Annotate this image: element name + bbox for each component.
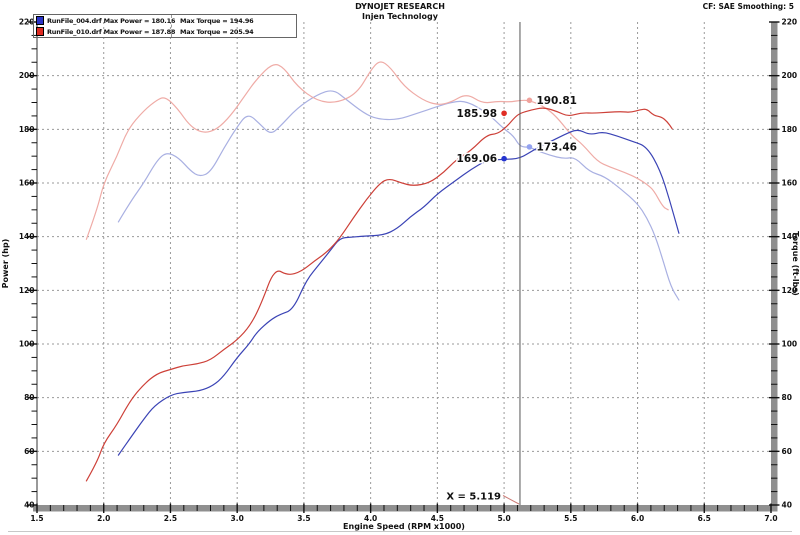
legend-swatch-blue [36,16,44,25]
x-axis-tick-label: 3.5 [297,514,310,523]
y-axis-tick-label-left: 80 [24,393,34,402]
chart-subtitle: Injen Technology [362,12,438,21]
y-axis-tick-label-right: 120 [782,286,798,295]
y-axis-tick-label-left: 40 [24,501,34,510]
runfile-010-power-curve [85,107,673,482]
cursor-label-pointer [502,495,520,505]
y-axis-tick-label-left: 220 [19,18,35,27]
runfile-004-torque-curve [117,90,680,301]
cursor-marker-label: 185.98 [457,108,498,120]
y-axis-tick-label-left: 60 [24,447,34,456]
y-axis-tick-label-right: 60 [782,447,792,456]
y-axis-tick-label-right: 80 [782,393,792,402]
y-axis-tick-label-left: 140 [19,232,35,241]
y-axis-title-left: Power (hp) [1,239,10,289]
runfile-010-torque-curve [85,61,669,240]
correction-note: CF: SAE Smoothing: 5 [702,2,794,11]
x-axis-tick-label: 2.5 [164,514,177,523]
right-axis-bar [771,22,778,512]
y-axis-tick-label-right: 180 [782,125,798,134]
y-axis-tick-label-left: 160 [19,179,35,188]
x-axis-tick-label: 5.0 [497,514,510,523]
legend-torque-label: Max Torque = 194.96 [180,16,254,25]
y-axis-tick-label-right: 140 [782,232,798,241]
cursor-marker-label: 173.46 [536,141,577,153]
x-axis-bar [33,505,777,512]
legend-run-label: RunFile_010.drf Max Power = 187.88 [47,27,176,36]
cursor-marker-label: 169.06 [457,153,498,165]
y-axis-tick-label-left: 120 [19,286,35,295]
legend-swatch-red [36,27,44,36]
y-axis-tick-label-right: 160 [782,179,798,188]
legend-entry-runfile-004[interactable]: RunFile_004.drf Max Power = 180.16 Max T… [34,15,296,26]
y-axis-tick-label-right: 100 [782,340,798,349]
x-axis-tick-label: 1.5 [30,514,43,523]
legend-torque-label: Max Torque = 205.94 [180,27,254,36]
x-axis-tick-label: 2.0 [97,514,110,523]
chart-header: DYNOJET RESEARCH Injen Technology [0,2,800,22]
legend-run-label: RunFile_004.drf Max Power = 180.16 [47,16,176,25]
x-axis-tick-label: 7.0 [764,514,777,523]
x-axis-title: Engine Speed (RPM x1000) [343,522,465,531]
cursor-marker [526,97,533,104]
x-axis-tick-label: 6.0 [631,514,644,523]
y-axis-tick-label-left: 100 [19,340,35,349]
legend-entry-runfile-010[interactable]: RunFile_010.drf Max Power = 187.88 Max T… [34,26,296,37]
cursor-marker-label: 190.81 [536,95,577,107]
runfile-004-power-curve [117,129,680,456]
cursor-marker [501,110,507,117]
y-axis-tick-label-right: 200 [782,71,798,80]
cursor-marker [526,144,533,150]
x-axis-tick-label: 3.0 [231,514,244,523]
x-axis-tick-label: 6.5 [698,514,711,523]
legend: RunFile_004.drf Max Power = 180.16 Max T… [33,14,297,38]
y-axis-tick-label-right: 220 [782,18,798,27]
x-axis-tick-label: 5.5 [564,514,577,523]
y-axis-tick-label-left: 180 [19,125,35,134]
legend-column-divider [171,15,172,37]
x-axis-tick-label: 4.0 [364,514,377,523]
y-axis-tick-label-left: 200 [19,71,35,80]
y-axis-tick-label-right: 40 [782,501,792,510]
cursor-x-label: X = 5.119 [446,492,501,503]
chart-title: DYNOJET RESEARCH [355,2,445,11]
cursor-marker [501,155,507,162]
y-axis-title-right: Torque (ft-lbs) [791,231,800,296]
x-axis-tick-label: 4.5 [431,514,444,523]
